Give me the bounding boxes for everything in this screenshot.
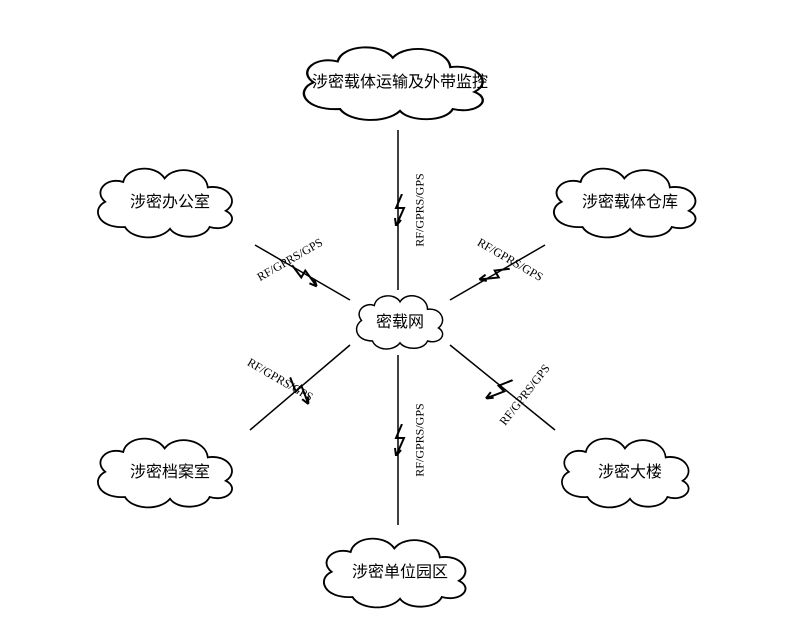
center-label: 密载网 <box>376 308 424 332</box>
node-label: 涉密单位园区 <box>352 558 448 582</box>
edge-label: RF/GPRS/GPS <box>413 173 428 246</box>
node-top: 涉密载体运输及外带监控 <box>280 33 520 128</box>
edge-label: RF/GPRS/GPS <box>413 403 428 476</box>
node-top-left: 涉密办公室 <box>80 155 260 245</box>
lightning-icon <box>390 424 410 456</box>
center-node: 密载网 <box>345 285 455 355</box>
lightning-icon <box>390 194 410 226</box>
node-label: 涉密大楼 <box>598 458 662 482</box>
node-label: 涉密档案室 <box>130 458 210 482</box>
node-top-right: 涉密载体仓库 <box>535 155 725 245</box>
node-bottom: 涉密单位园区 <box>305 525 495 615</box>
node-bottom-left: 涉密档案室 <box>80 425 260 515</box>
diagram-canvas: RF/GPRS/GPSRF/GPRS/GPSRF/GPRS/GPSRF/GPRS… <box>0 0 800 633</box>
node-label: 涉密载体运输及外带监控 <box>312 68 488 92</box>
node-label: 涉密办公室 <box>130 188 210 212</box>
node-label: 涉密载体仓库 <box>582 188 678 212</box>
node-bottom-right: 涉密大楼 <box>545 425 715 515</box>
